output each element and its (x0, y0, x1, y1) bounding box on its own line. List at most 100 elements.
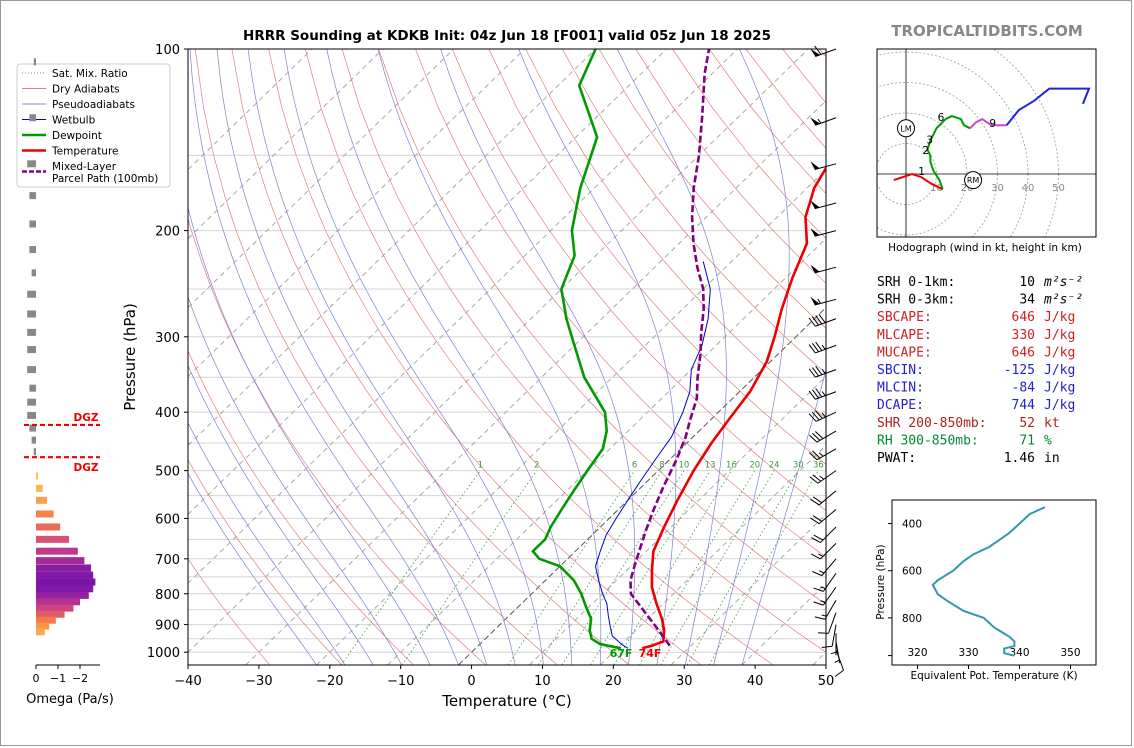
pseudoadiabat-line (188, 206, 431, 665)
mixing-ratio-label: 13 (705, 461, 716, 471)
barb-full (812, 515, 823, 522)
skewt-frame (187, 48, 827, 666)
barb-full (815, 366, 823, 376)
index-value: 34 (1019, 293, 1035, 308)
barb-full (811, 411, 820, 421)
dewpoint-line (531, 49, 622, 650)
hodograph-caption: Hodograph (wind in kt, height in km) (888, 242, 1082, 254)
mixing-ratio-label: 8 (659, 461, 664, 471)
legend-label-line: Dewpoint (52, 130, 102, 142)
mixing-ratio-label: 24 (769, 461, 780, 471)
barb-staff (831, 624, 837, 647)
mixing-ratio-line (561, 470, 685, 665)
barb-staff (815, 48, 837, 57)
hodograph: 10 20 30 40 50 1 236 9 LM RM Hodograph (wind in k… (876, 48, 1097, 254)
wind-barb (810, 161, 837, 170)
barb-staff (820, 526, 837, 543)
index-label: MUCAPE: (877, 345, 932, 360)
dry-adiabat-line (194, 49, 558, 665)
omega-bar (27, 290, 36, 298)
barb-full (812, 571, 823, 577)
barb-staff (835, 649, 844, 671)
omega-bar (27, 160, 36, 168)
barb-full (818, 632, 829, 634)
barb-staff (815, 344, 837, 354)
pseudoadiabat-line (247, 49, 516, 665)
index-value: 1.46 (1004, 451, 1035, 466)
barb-full (811, 553, 821, 560)
x-axis-label: Temperature (°C) (441, 692, 571, 710)
mixing-ratio-line (708, 470, 819, 665)
barb-half (817, 298, 821, 304)
omega-bar (29, 246, 36, 254)
omega-bar (36, 523, 61, 531)
omega-bar (33, 58, 36, 66)
legend-label: Dewpoint (52, 130, 102, 142)
dry-adiabat-line (188, 558, 271, 665)
omega-bar (31, 436, 36, 444)
wind-barb (808, 388, 837, 400)
dry-adiabat-line (488, 49, 826, 465)
omega-bar (27, 310, 36, 318)
omega-bar (36, 585, 94, 593)
index-label: SBCIN: (877, 363, 924, 378)
barb-half (817, 118, 822, 124)
mixing-ratio-line (613, 470, 732, 665)
y-tick-label: 100 (155, 43, 180, 58)
barb-full (815, 410, 823, 419)
barb-full (814, 45, 822, 55)
isotherm-line (812, 651, 826, 665)
y-tick-label: 400 (155, 406, 180, 421)
mixing-ratio-label: 20 (749, 461, 760, 471)
barb-staff (814, 163, 837, 170)
pseudoadiabat-line (188, 364, 374, 665)
index-label: SRH 0-1km: (877, 275, 955, 290)
x-tick-label: −20 (316, 674, 343, 689)
omega-bar (36, 547, 78, 555)
barb-half (821, 391, 826, 396)
y-tick-label: 800 (155, 588, 180, 603)
y-axis-label: Pressure (hPa) (121, 303, 139, 411)
barb-half (818, 452, 824, 457)
x-tick-label: −40 (174, 674, 201, 689)
omega-bar (29, 384, 36, 392)
barb-flag (810, 264, 820, 273)
omega-bar (36, 622, 50, 630)
wind-barb (811, 543, 837, 560)
mixing-ratio-label: 36 (813, 461, 824, 471)
mixing-ratio-line (401, 470, 538, 665)
barb-full (815, 341, 823, 351)
hodograph-ring-label: 40 (1022, 183, 1035, 194)
isotherm-line (188, 49, 809, 653)
omega-bar (36, 598, 80, 606)
barb-half (821, 369, 826, 374)
wind-barb (813, 586, 837, 606)
hodograph-ring-label: 50 (1052, 183, 1065, 194)
barb-full (813, 587, 824, 592)
omega-bar (36, 557, 85, 565)
legend-label-line: Wetbulb (52, 115, 96, 127)
index-value: -84 (1012, 381, 1036, 396)
barb-full (808, 413, 817, 422)
wind-barb (809, 448, 837, 461)
skewt-series (531, 49, 826, 650)
omega-bar (27, 411, 36, 419)
legend-label-line: Sat. Mix. Ratio (52, 68, 128, 80)
y-tick-label: 700 (155, 553, 180, 568)
barb-full (809, 476, 819, 484)
wind-barbs (808, 45, 844, 677)
barb-staff (815, 411, 837, 422)
index-unit: % (1044, 433, 1052, 448)
barb-staff (816, 448, 837, 461)
barb-full (815, 431, 824, 439)
dry-adiabat-line (341, 49, 826, 653)
barb-full (821, 645, 833, 648)
wind-barb (814, 599, 837, 620)
wind-barb (811, 526, 837, 543)
theta-e-x-tick-label: 340 (1009, 647, 1029, 659)
wind-barb (809, 430, 837, 443)
index-value: 10 (1019, 275, 1035, 290)
wind-barb (809, 470, 837, 484)
index-label: DCAPE: (877, 398, 924, 413)
